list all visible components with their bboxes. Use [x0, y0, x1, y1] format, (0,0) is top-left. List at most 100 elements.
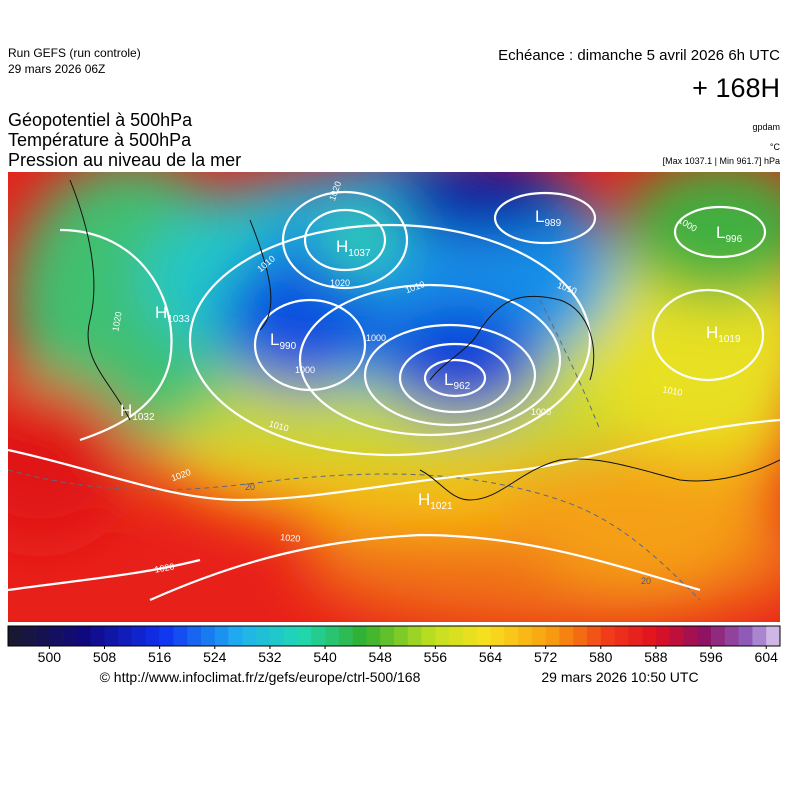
color-swatch: [683, 626, 698, 646]
color-swatch: [545, 626, 560, 646]
pressure-range: [Max 1037.1 | Min 961.7] hPa: [663, 156, 780, 166]
echeance: Echéance : dimanche 5 avril 2026 6h UTC: [498, 47, 780, 64]
center-value: 989: [544, 218, 561, 229]
center-value: 1019: [718, 334, 741, 345]
colorbar-tick-label: 572: [534, 649, 558, 665]
center-letter: H: [155, 303, 167, 322]
colorbar-tick-label: 588: [644, 649, 668, 665]
isobar-label: 1020: [154, 561, 175, 574]
color-swatch: [325, 626, 340, 646]
color-swatch: [407, 626, 422, 646]
isobar-label: 1000: [531, 407, 551, 417]
center-letter: L: [535, 207, 544, 226]
color-swatch: [90, 626, 105, 646]
title-geopotential: Géopotentiel à 500hPa: [8, 110, 193, 130]
color-swatch: [752, 626, 767, 646]
isobar-label: 1000: [366, 333, 386, 343]
center-value: 1033: [167, 314, 190, 325]
color-swatch: [394, 626, 409, 646]
color-swatch: [435, 626, 450, 646]
colorbar-tick-label: 556: [424, 649, 448, 665]
color-swatch: [104, 626, 119, 646]
color-swatch: [490, 626, 505, 646]
color-swatch: [159, 626, 174, 646]
color-swatch: [614, 626, 629, 646]
color-swatch: [518, 626, 533, 646]
color-swatch: [587, 626, 602, 646]
colorbar-tick-label: 532: [258, 649, 282, 665]
color-swatch: [738, 626, 753, 646]
color-swatch: [338, 626, 353, 646]
color-swatch: [311, 626, 326, 646]
pressure-center: H1037: [336, 237, 371, 259]
color-swatch: [297, 626, 312, 646]
color-swatch: [132, 626, 147, 646]
color-swatch: [63, 626, 78, 646]
color-swatch: [697, 626, 712, 646]
color-swatch: [283, 626, 298, 646]
pressure-center: H1021: [418, 490, 453, 512]
center-letter: H: [706, 323, 718, 342]
pressure-center: H1019: [706, 323, 741, 345]
center-value: 1021: [430, 501, 453, 512]
color-swatch: [380, 626, 395, 646]
color-swatch: [462, 626, 478, 646]
unit-gpdam: gpdam: [752, 122, 780, 132]
color-swatch: [504, 626, 519, 646]
pressure-center: H1032: [120, 401, 155, 423]
footer-source: © http://www.infoclimat.fr/z/gefs/europe…: [100, 669, 421, 685]
colorbar-tick-label: 580: [589, 649, 613, 665]
color-swatch: [559, 626, 574, 646]
isobar-label: 1020: [110, 311, 123, 332]
isotherm-label: 20: [641, 576, 651, 586]
center-letter: H: [418, 490, 430, 509]
color-swatch: [214, 626, 229, 646]
color-swatch: [531, 626, 546, 646]
isobar-label: 1020: [330, 278, 350, 288]
color-swatch: [476, 626, 491, 646]
center-letter: L: [716, 223, 725, 242]
pressure-center: H1033: [155, 303, 190, 325]
center-value: 1032: [132, 412, 155, 423]
isobar-label: 1010: [662, 384, 683, 397]
colorbar: 500 508 516 524 532 540 548 556 564 572 580 588 596 6…: [7, 625, 781, 665]
unit-celsius: °C: [770, 142, 781, 152]
center-letter: H: [336, 237, 348, 256]
colorbar-tick-label: 548: [369, 649, 393, 665]
color-swatch: [352, 626, 367, 646]
run-date: 29 mars 2026 06Z: [8, 62, 105, 76]
color-swatch: [118, 626, 133, 646]
colorbar-tick-label: 540: [313, 649, 337, 665]
color-swatch: [21, 626, 36, 646]
title-temperature: Température à 500hPa: [8, 130, 192, 150]
color-swatch: [724, 626, 739, 646]
color-swatch: [269, 626, 285, 646]
center-value: 996: [725, 234, 742, 245]
title-pressure: Pression au niveau de la mer: [8, 150, 241, 170]
colorbar-tick-label: 604: [755, 649, 779, 665]
colorbar-tick-label: 500: [38, 649, 62, 665]
colorbar-tick-label: 508: [93, 649, 117, 665]
footer-timestamp: 29 mars 2026 10:50 UTC: [541, 669, 698, 685]
color-swatch: [642, 626, 657, 646]
color-swatch: [669, 626, 684, 646]
colorbar-frame: [7, 625, 781, 647]
color-swatch: [8, 626, 23, 646]
color-swatch: [35, 626, 50, 646]
pressure-center: L962: [444, 370, 471, 392]
run-label: Run GEFS (run controle): [8, 46, 141, 60]
colorbar-tick-label: 516: [148, 649, 172, 665]
color-swatch: [256, 626, 271, 646]
color-swatch: [145, 626, 160, 646]
pressure-center: L989: [535, 207, 562, 229]
color-swatch: [187, 626, 202, 646]
center-value: 1037: [348, 248, 371, 259]
color-swatch: [628, 626, 643, 646]
center-letter: L: [444, 370, 453, 389]
lead-time: + 168H: [692, 73, 780, 103]
colorbar-tick-label: 524: [203, 649, 227, 665]
color-swatch: [76, 626, 92, 646]
colorbar-tick-label: 596: [699, 649, 723, 665]
